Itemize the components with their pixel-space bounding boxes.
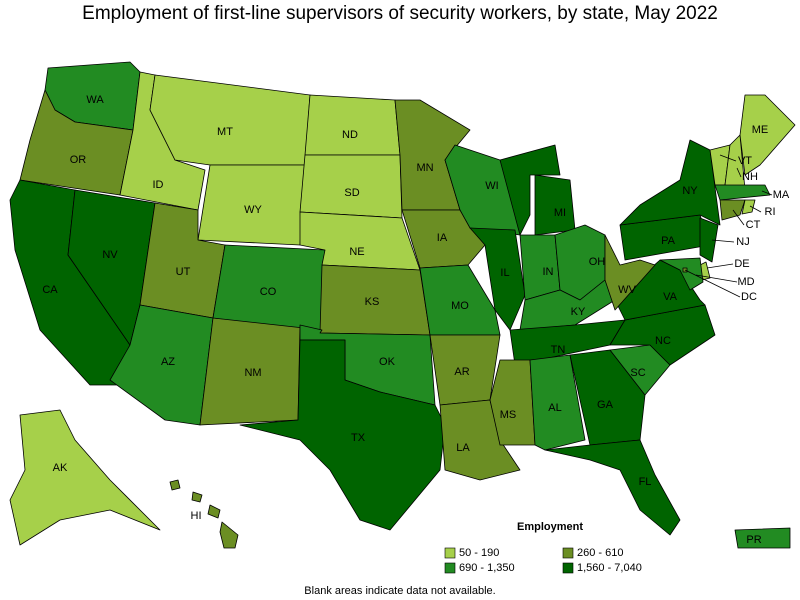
state-label: NC — [655, 335, 671, 347]
legend-swatch — [444, 547, 456, 559]
legend-label: 690 - 1,350 — [459, 562, 515, 574]
state-label: ID — [153, 179, 164, 191]
leader-line — [736, 167, 742, 178]
state-label: VT — [738, 155, 752, 167]
state-shape — [699, 217, 719, 263]
legend-label: 1,560 - 7,040 — [577, 562, 642, 574]
state-label: OR — [70, 154, 87, 166]
state-shape — [519, 234, 561, 301]
leader-line — [719, 154, 737, 162]
state-shape — [9, 409, 161, 546]
state-label: GA — [597, 399, 614, 411]
state-label: NM — [244, 367, 261, 379]
leader-line — [684, 269, 741, 298]
state-shape — [734, 527, 791, 549]
state-label: SC — [630, 367, 645, 379]
state-label: SD — [344, 187, 359, 199]
state-labels: WA OR CA NV ID MT WY UT AZ NM CO ND SD NE KS OK TX MN IA MO… — [42, 94, 790, 546]
state-label: FL — [639, 476, 652, 488]
state-label: AL — [548, 402, 561, 414]
leader-line — [761, 190, 773, 196]
state-label: OH — [589, 256, 606, 268]
state-shape — [619, 139, 721, 226]
state-label: KY — [571, 306, 586, 318]
state-label: WI — [485, 180, 498, 192]
state-label: WY — [244, 204, 262, 216]
state-label: MA — [773, 189, 790, 201]
state-shape — [169, 479, 239, 549]
state-label: MS — [500, 409, 517, 421]
state-label: OK — [379, 356, 396, 368]
state-label: UT — [176, 266, 191, 278]
legend: 50 - 190 260 - 610 690 - 1,350 1,560 - 7,04… — [444, 547, 642, 574]
state-label: AR — [454, 366, 469, 378]
leader-line — [706, 263, 734, 269]
leader-line — [732, 209, 745, 226]
state-shape — [239, 339, 446, 531]
state-label: CO — [260, 286, 277, 298]
state-label: KS — [365, 296, 380, 308]
state-label: PR — [746, 534, 761, 546]
leader-line — [695, 274, 738, 283]
footnote: Blank areas indicate data not available. — [304, 585, 495, 597]
state-label: NH — [742, 171, 758, 183]
state-label: NJ — [736, 236, 749, 248]
state-label: MI — [554, 207, 566, 219]
state-label: ME — [752, 124, 769, 136]
state-label: WV — [618, 284, 636, 296]
legend-swatch — [562, 562, 574, 574]
state-shape — [569, 349, 646, 446]
state-label: NE — [349, 246, 364, 258]
state-label: IN — [543, 266, 554, 278]
state-label: CA — [42, 284, 58, 296]
state-shape — [741, 199, 756, 215]
legend-label: 50 - 190 — [459, 547, 499, 559]
state-shape — [719, 199, 746, 221]
state-label: MN — [416, 162, 433, 174]
state-shape — [604, 234, 656, 311]
state-label: MO — [451, 300, 469, 312]
state-label: DC — [741, 291, 757, 303]
legend-label: 260 - 610 — [577, 547, 623, 559]
state-shape — [739, 94, 796, 176]
legend-swatch — [562, 547, 574, 559]
state-shape — [149, 74, 311, 166]
state-label: MD — [737, 276, 754, 288]
map-title: Employment of first-line supervisors of … — [82, 3, 718, 24]
state-label: MT — [217, 126, 233, 138]
state-shape — [659, 257, 704, 291]
state-shape — [529, 354, 586, 451]
leader-line — [711, 239, 735, 243]
leader-line — [749, 205, 762, 213]
state-label: NV — [102, 249, 118, 261]
state-label: VA — [663, 291, 678, 303]
state-label: AK — [53, 462, 68, 474]
state-label: RI — [765, 206, 776, 218]
state-label: ND — [342, 129, 358, 141]
states — [9, 61, 796, 549]
state-label: NY — [682, 185, 698, 197]
state-shape — [419, 264, 501, 336]
state-label: IL — [500, 267, 509, 279]
state-shape — [304, 94, 401, 156]
state-label: DE — [734, 258, 749, 270]
state-label: WA — [86, 94, 104, 106]
state-shape — [401, 209, 486, 269]
state-label: CT — [746, 219, 761, 231]
legend-title: Employment — [517, 521, 583, 533]
state-shape — [544, 439, 681, 536]
state-label: HI — [191, 510, 202, 522]
state-label: PA — [661, 235, 676, 247]
state-label: TN — [551, 344, 566, 356]
state-label: AZ — [161, 356, 175, 368]
state-label: LA — [456, 442, 470, 454]
legend-swatch — [444, 562, 456, 574]
state-label: TX — [351, 432, 366, 444]
state-shape — [714, 184, 771, 201]
state-label: IA — [437, 232, 448, 244]
